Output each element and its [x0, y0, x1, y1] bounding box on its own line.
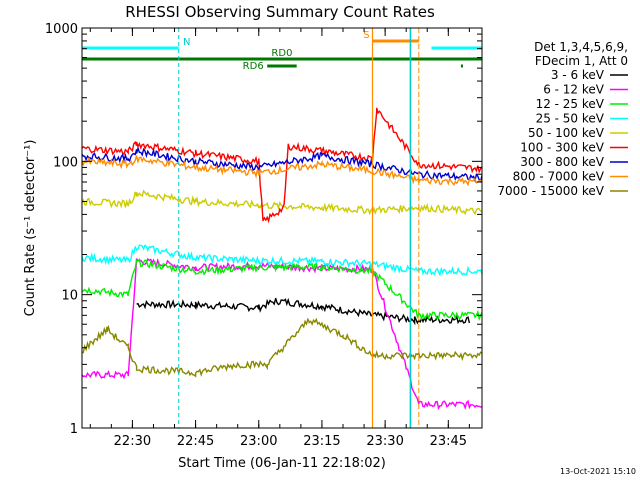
- series-line-6: [81, 145, 483, 183]
- legend-label-6: 300 - 800 keV: [520, 155, 604, 169]
- legend-label-4: 50 - 100 keV: [528, 126, 605, 140]
- x-axis-label: Start Time (06-Jan-11 22:18:02): [178, 456, 386, 471]
- plot-frame: [81, 27, 483, 429]
- flag-rd0-label: RD0: [271, 48, 292, 59]
- chart-title: RHESSI Observing Summary Count Rates: [125, 3, 435, 21]
- y-tick-label-3: 1000: [45, 22, 78, 37]
- x-tick-label-1: 22:45: [177, 434, 214, 449]
- x-axis-ticks: 22:30 22:45 23:00 23:15 23:30 23:45: [89, 28, 470, 449]
- flag-s-label: S: [363, 30, 369, 41]
- legend-label-8: 7000 - 15000 keV: [497, 184, 604, 198]
- series-line-8: [81, 317, 483, 378]
- y-tick-label-0: 1: [70, 422, 78, 437]
- y-axis-label: Count Rate (s⁻¹ detector⁻¹): [23, 140, 38, 317]
- flag-rd6-label: RD6: [243, 61, 264, 72]
- legend-label-2: 12 - 25 keV: [536, 97, 605, 111]
- series-line-4: [81, 189, 483, 216]
- legend-label-1: 6 - 12 keV: [543, 83, 605, 97]
- x-tick-label-5: 23:45: [430, 434, 467, 449]
- y-tick-label-1: 10: [61, 289, 78, 304]
- y-tick-label-2: 100: [53, 155, 78, 170]
- series-line-5: [81, 107, 483, 224]
- flag-n-label: N: [183, 37, 190, 48]
- x-tick-label-0: 22:30: [114, 434, 151, 449]
- series-line-2: [81, 257, 483, 322]
- legend-header-2: FDecim 1, Att 0: [535, 54, 628, 68]
- legend-label-3: 25 - 50 keV: [536, 112, 605, 126]
- series-line-1: [81, 257, 483, 411]
- y-axis-ticks: 1 10 100 1000: [45, 22, 482, 437]
- legend-header-1: Det 1,3,4,5,6,9,: [534, 40, 628, 54]
- flag-bars: N S RD0 RD6: [81, 28, 483, 428]
- legend: Det 1,3,4,5,6,9, FDecim 1, Att 0 3 - 6 k…: [497, 40, 628, 198]
- series-line-3: [81, 244, 483, 277]
- plot-lines: [81, 107, 483, 411]
- legend-label-5: 100 - 300 keV: [520, 141, 604, 155]
- series-line-0: [136, 297, 471, 326]
- x-tick-label-4: 23:30: [366, 434, 403, 449]
- x-tick-label-2: 23:00: [240, 434, 277, 449]
- legend-label-7: 800 - 7000 keV: [513, 170, 605, 184]
- footer-date: 13-Oct-2021 15:10: [560, 467, 636, 476]
- series-line-7: [81, 155, 483, 187]
- x-tick-label-3: 23:15: [303, 434, 340, 449]
- legend-label-0: 3 - 6 keV: [551, 68, 605, 82]
